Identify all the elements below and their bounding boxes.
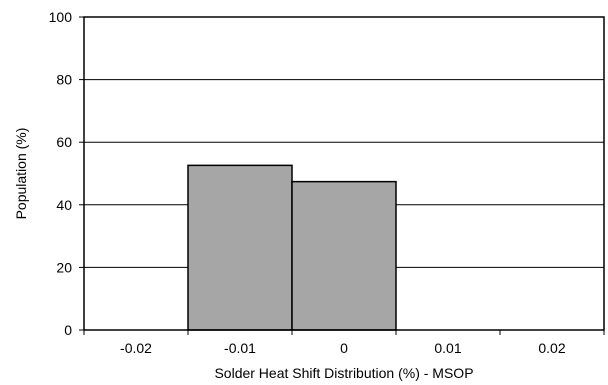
y-tick-label: 80 (56, 72, 72, 88)
y-axis-ticks: 0 20 40 60 80 100 (49, 9, 84, 338)
x-tick-label: 0.01 (434, 340, 461, 356)
plot-frame (83, 16, 605, 331)
y-tick-label: 100 (49, 9, 73, 25)
y-axis-title: Population (%) (13, 128, 29, 220)
x-axis-title: Solder Heat Shift Distribution (%) - MSO… (214, 365, 473, 381)
y-tick-label: 40 (56, 197, 72, 213)
x-tick-label: 0.02 (538, 340, 565, 356)
x-axis-ticks: -0.02 -0.01 0 0.01 0.02 (83, 330, 605, 356)
bar--0.01 (187, 164, 293, 331)
y-tick-label: 20 (56, 259, 72, 275)
y-tick-label: 60 (56, 134, 72, 150)
x-tick-label: -0.02 (120, 340, 152, 356)
bar-0 (291, 180, 397, 331)
x-tick-label: 0 (340, 340, 348, 356)
bars (187, 164, 397, 331)
y-tick-label: 0 (64, 322, 72, 338)
x-tick-label: -0.01 (224, 340, 256, 356)
